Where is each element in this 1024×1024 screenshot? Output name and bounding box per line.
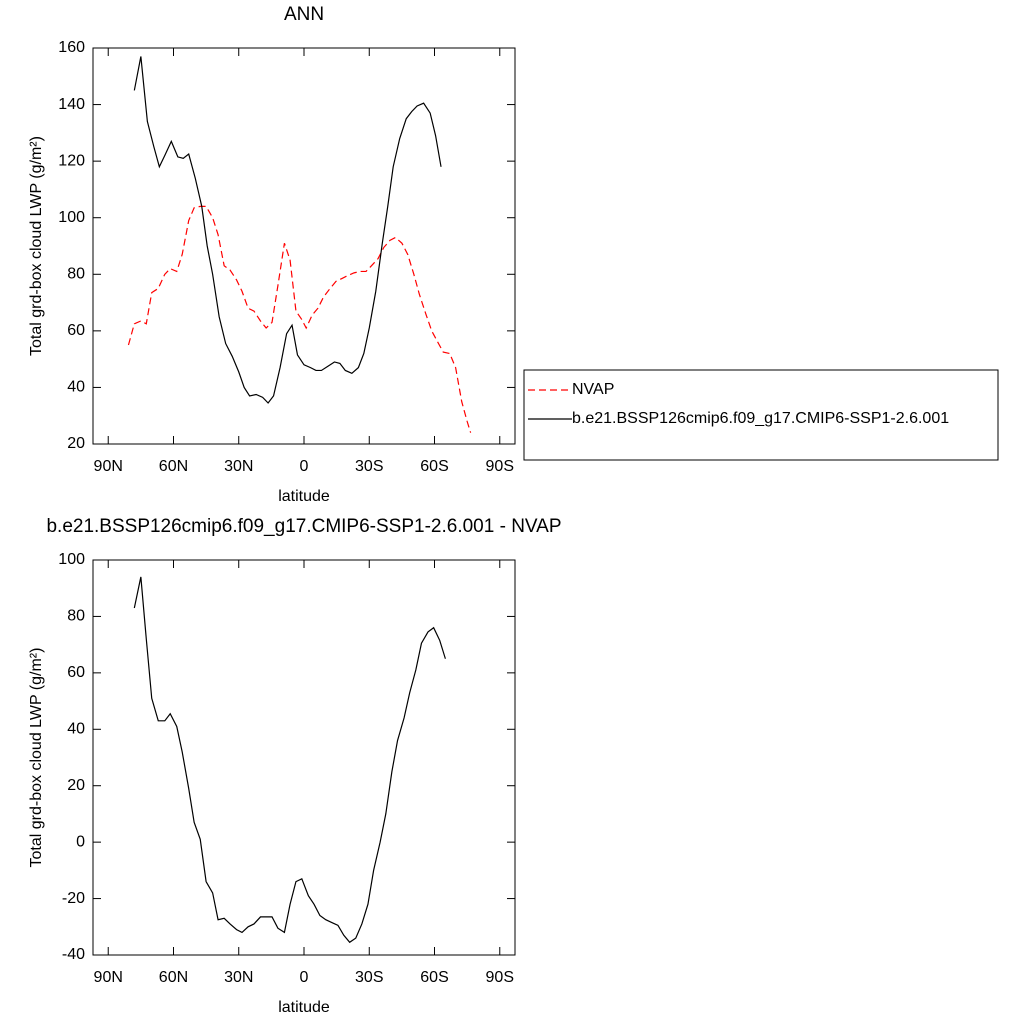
legend-label: b.e21.BSSP126cmip6.f09_g17.CMIP6-SSP1-2.… <box>572 410 949 427</box>
series-line <box>133 56 442 404</box>
y-tick-label: -40 <box>62 946 85 963</box>
x-tick-label: 30S <box>355 969 383 986</box>
y-tick-label: 100 <box>58 209 85 226</box>
series-line <box>127 205 472 433</box>
y-tick-label: 0 <box>76 833 85 850</box>
x-tick-label: 0 <box>300 458 309 475</box>
y-tick-label: -20 <box>62 890 85 907</box>
chart-title: ANN <box>284 4 324 25</box>
x-tick-label: 30N <box>224 969 253 986</box>
y-tick-label: 140 <box>58 96 85 113</box>
x-tick-label: 60N <box>159 969 188 986</box>
y-tick-label: 40 <box>67 721 85 738</box>
y-tick-label: 60 <box>67 664 85 681</box>
x-tick-label: 60S <box>420 458 448 475</box>
y-tick-label: 40 <box>67 379 85 396</box>
x-tick-label: 60S <box>420 969 448 986</box>
legend-label: NVAP <box>572 381 614 398</box>
x-tick-label: 90N <box>94 969 123 986</box>
x-tick-label: 90S <box>486 969 514 986</box>
x-tick-label: 30N <box>224 458 253 475</box>
x-axis-label: latitude <box>278 488 330 505</box>
y-tick-label: 60 <box>67 322 85 339</box>
y-axis-label: Total grd-box cloud LWP (g/m²) <box>28 648 45 868</box>
y-tick-label: 120 <box>58 152 85 169</box>
y-tick-label: 80 <box>67 608 85 625</box>
x-tick-label: 90S <box>486 458 514 475</box>
x-tick-label: 0 <box>300 969 309 986</box>
y-tick-label: 80 <box>67 266 85 283</box>
y-tick-label: 160 <box>58 39 85 56</box>
x-tick-label: 90N <box>94 458 123 475</box>
chart-title: b.e21.BSSP126cmip6.f09_g17.CMIP6-SSP1-2.… <box>46 516 561 537</box>
plot-frame <box>92 559 516 956</box>
x-axis-label: latitude <box>278 999 330 1016</box>
y-axis-label: Total grd-box cloud LWP (g/m²) <box>28 136 45 356</box>
legend-box <box>523 369 999 461</box>
x-tick-label: 30S <box>355 458 383 475</box>
x-tick-label: 60N <box>159 458 188 475</box>
series-line <box>133 576 446 944</box>
plot-frame <box>92 47 516 445</box>
y-tick-label: 100 <box>58 551 85 568</box>
y-tick-label: 20 <box>67 435 85 452</box>
y-tick-label: 20 <box>67 777 85 794</box>
